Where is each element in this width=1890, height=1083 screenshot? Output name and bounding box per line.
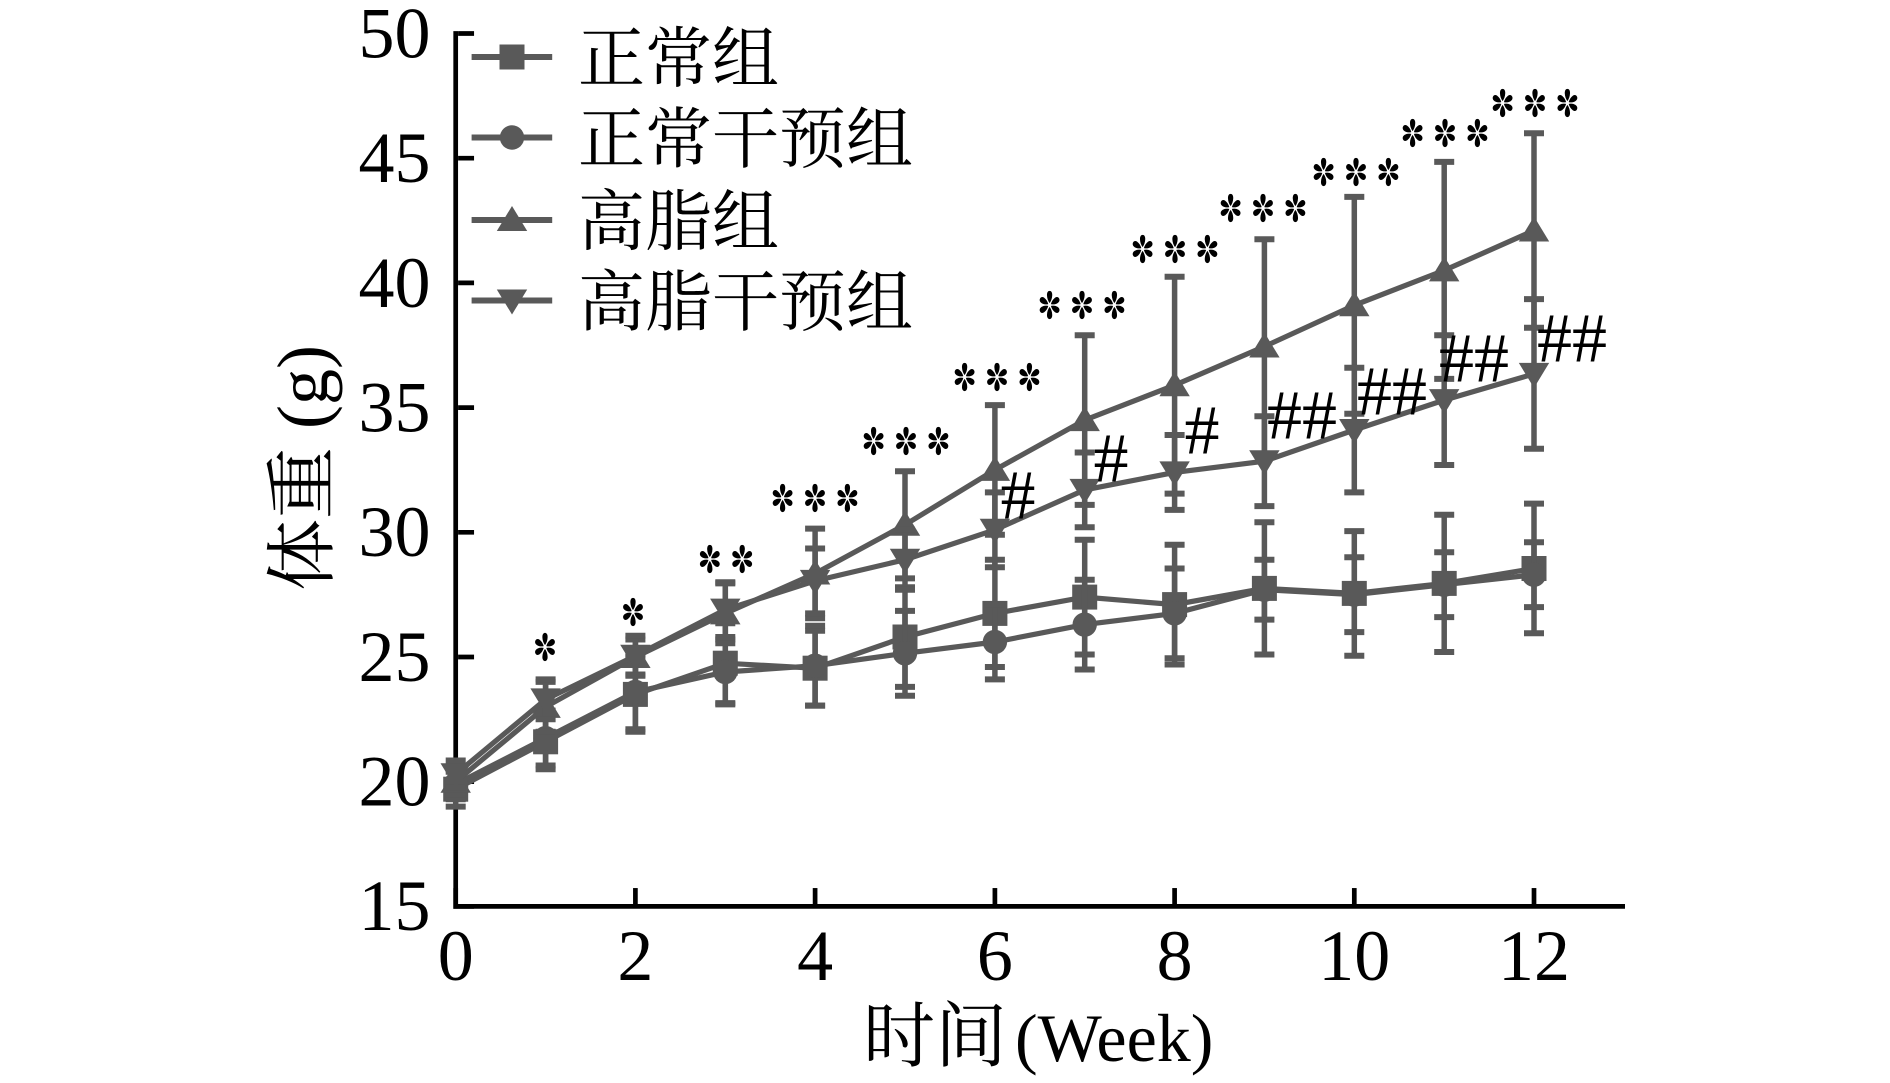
svg-text:12: 12 — [1498, 916, 1570, 996]
svg-text:(Week): (Week) — [1015, 1000, 1213, 1076]
svg-text:##: ## — [1537, 301, 1607, 378]
svg-text:15: 15 — [359, 866, 431, 946]
svg-text:8: 8 — [1157, 916, 1193, 996]
svg-text:20: 20 — [359, 742, 431, 822]
svg-text:(g): (g) — [263, 345, 343, 429]
svg-text:##: ## — [1357, 354, 1427, 431]
svg-text:0: 0 — [438, 916, 474, 996]
svg-text:6: 6 — [977, 916, 1013, 996]
svg-text:40: 40 — [359, 243, 431, 323]
svg-text:50: 50 — [359, 0, 431, 73]
svg-text:10: 10 — [1318, 916, 1390, 996]
svg-text:2: 2 — [617, 916, 653, 996]
svg-text:4: 4 — [797, 916, 833, 996]
svg-text:#: # — [1185, 393, 1220, 470]
svg-text:30: 30 — [359, 492, 431, 572]
svg-text:45: 45 — [359, 118, 431, 198]
svg-text:#: # — [1001, 458, 1036, 535]
svg-text:25: 25 — [359, 617, 431, 697]
svg-text:35: 35 — [359, 367, 431, 447]
svg-text:##: ## — [1439, 321, 1509, 398]
svg-text:#: # — [1094, 421, 1129, 498]
svg-text:##: ## — [1267, 378, 1337, 455]
